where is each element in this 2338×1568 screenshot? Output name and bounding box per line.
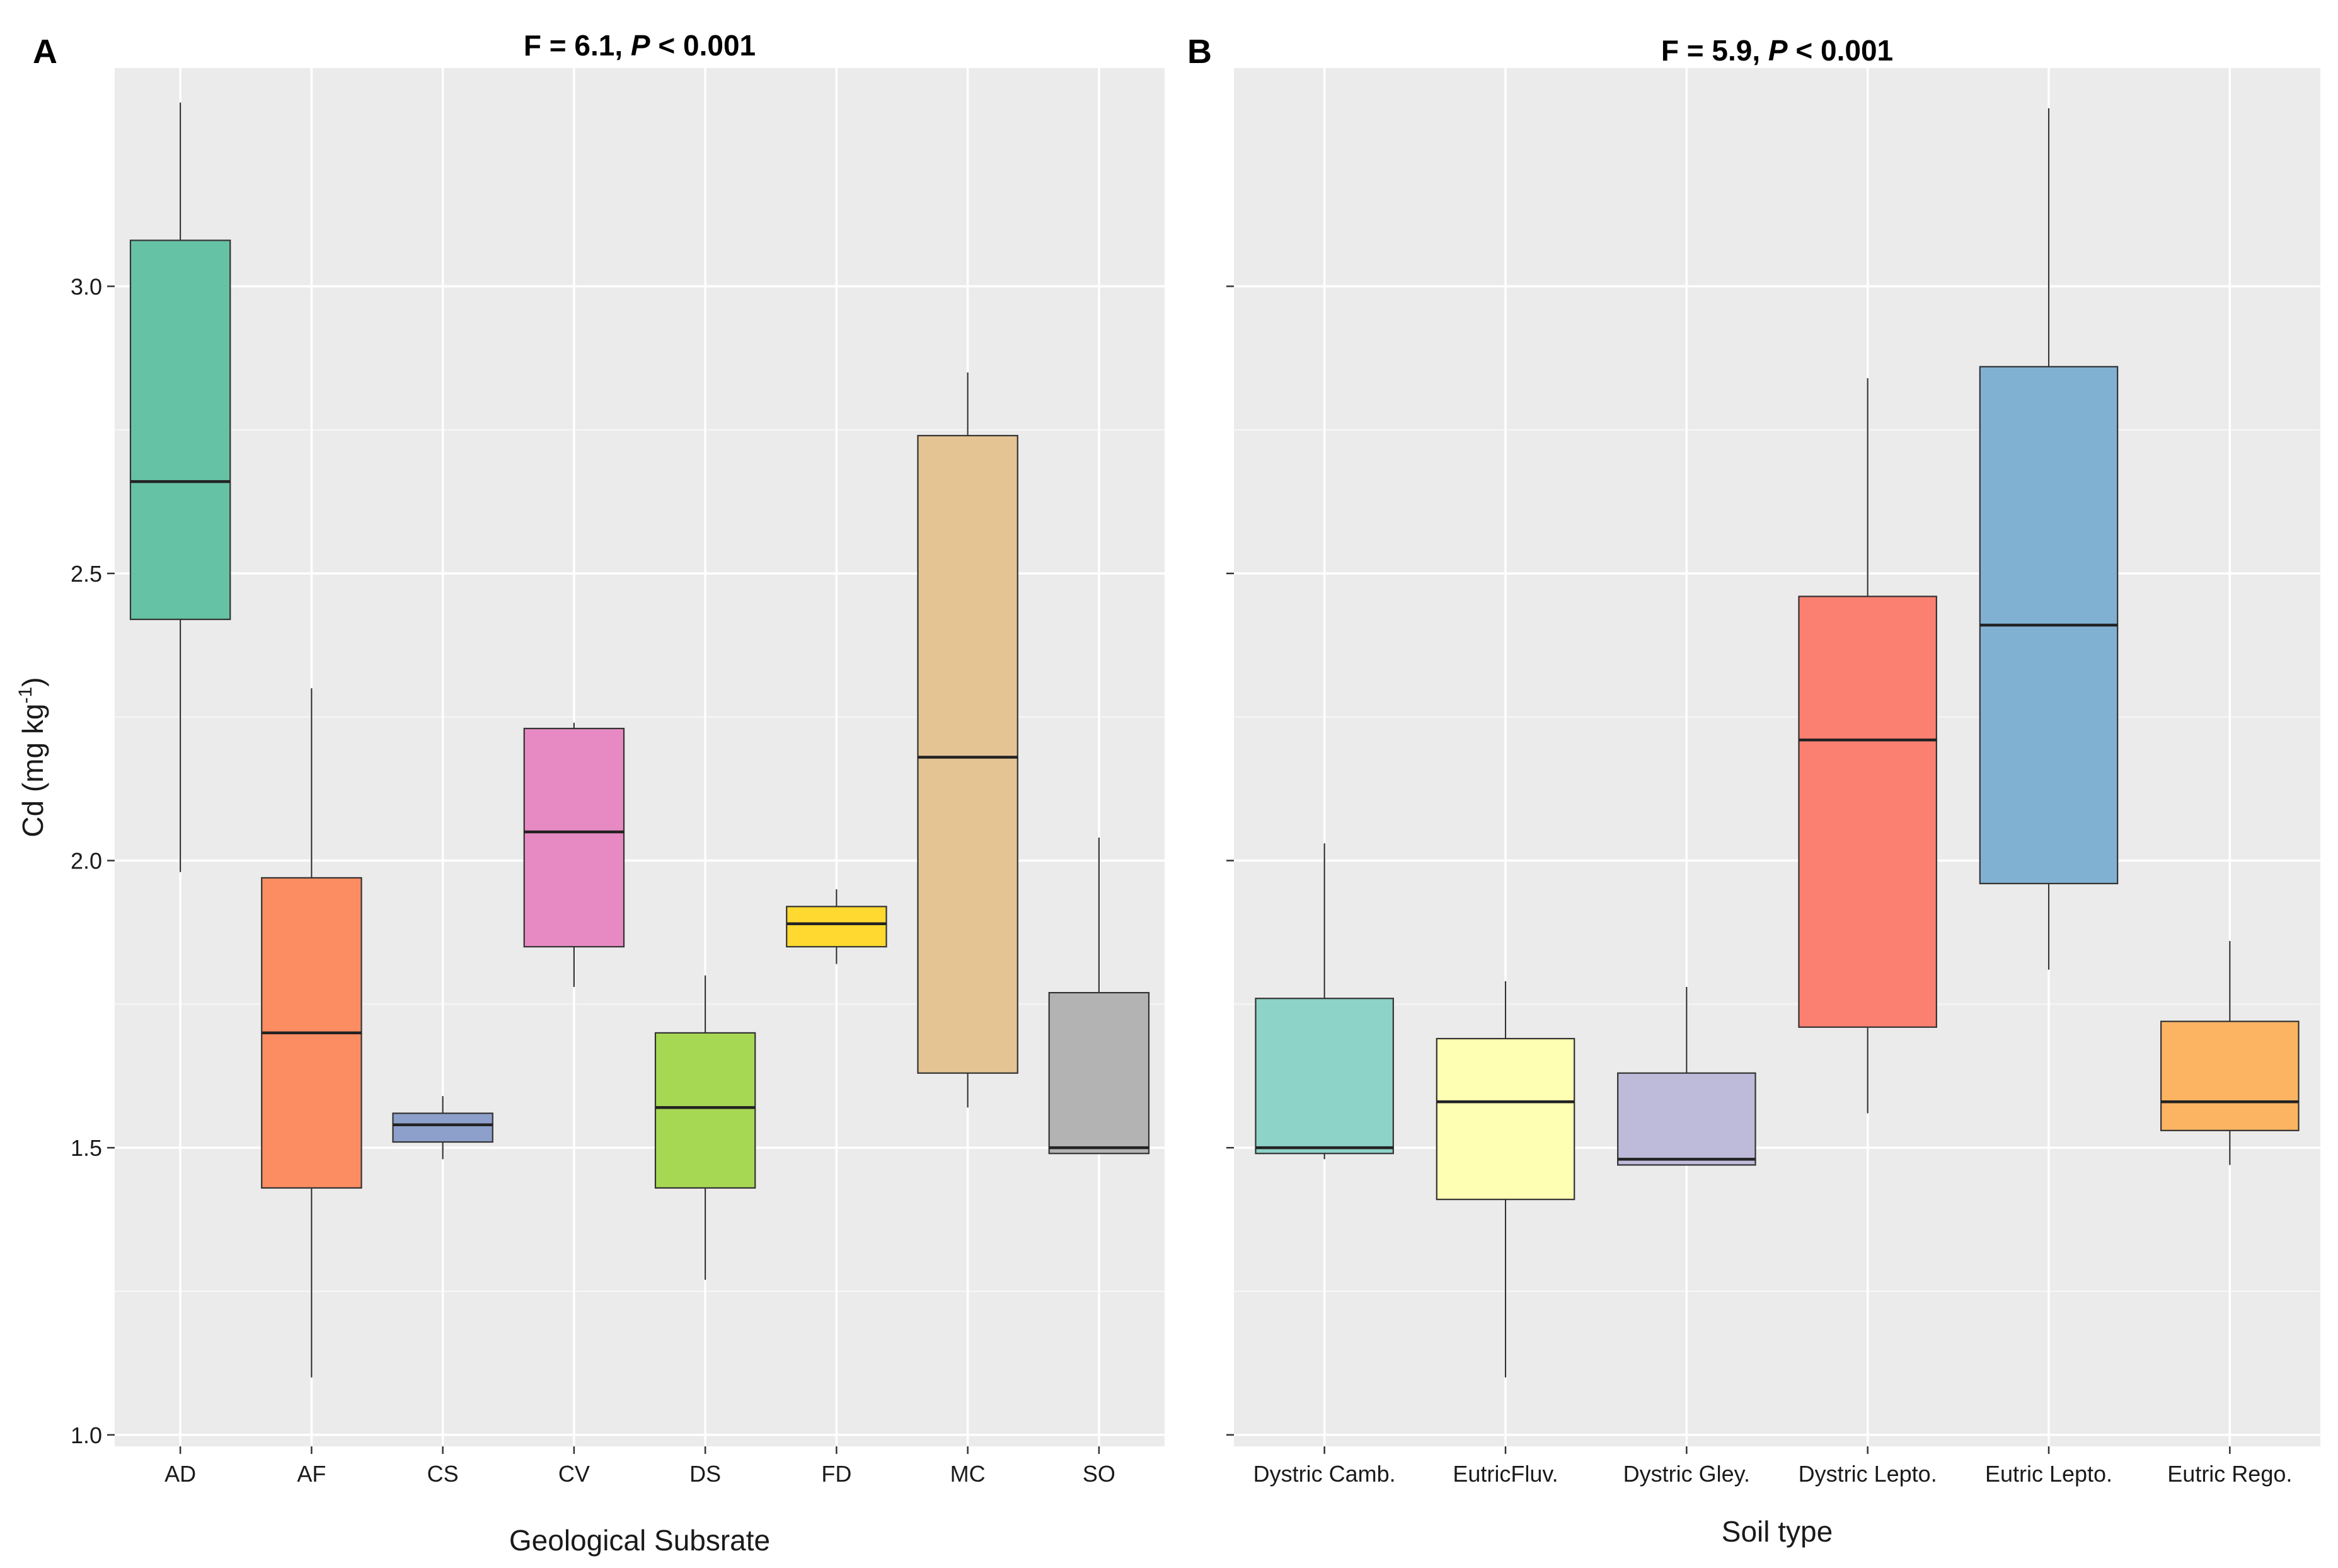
x-tick-label: Eutric Lepto. [1985, 1461, 2112, 1487]
panel-letter: B [1187, 33, 1212, 71]
x-tick-label: Dystric Lepto. [1799, 1461, 1937, 1487]
x-axis-title: Geological Subsrate [509, 1524, 770, 1557]
x-tick-label: EutricFluv. [1453, 1461, 1558, 1487]
title-prefix: F = 6.1, [524, 29, 631, 62]
box [523, 727, 625, 948]
x-tick-label: FD [821, 1461, 851, 1487]
title-p-italic: P [1768, 34, 1788, 67]
title-suffix: < 0.001 [650, 29, 756, 62]
plot-title: F = 6.1, P < 0.001 [524, 29, 756, 62]
x-axis-title: Soil type [1722, 1515, 1833, 1548]
x-tick-label: MC [950, 1461, 986, 1487]
y-tick-label: 2.5 [71, 561, 102, 587]
box [1048, 992, 1150, 1155]
title-prefix: F = 5.9, [1661, 34, 1768, 67]
box [1436, 1037, 1575, 1201]
y-tick-label: 3.0 [71, 274, 102, 299]
box [917, 435, 1018, 1074]
panel-letter: A [33, 33, 57, 71]
x-tick-label: AF [297, 1461, 326, 1487]
box [1617, 1072, 1756, 1166]
x-tick-label: CV [558, 1461, 590, 1487]
y-title-sup: -1 [15, 687, 36, 704]
panel-b: Dystric Camb. EutricFluv. Dystric Gley. Dys… [1187, 33, 2320, 1548]
x-tick-label: DS [689, 1461, 721, 1487]
y-tick-label: 1.5 [71, 1135, 102, 1161]
box [129, 239, 231, 620]
box [786, 906, 887, 948]
x-tick-label: Dystric Camb. [1253, 1461, 1396, 1487]
x-tick-label: CS [427, 1461, 459, 1487]
plot-title: F = 5.9, P < 0.001 [1661, 34, 1893, 67]
x-tick-label: SO [1083, 1461, 1115, 1487]
y-tick-label: 1.0 [71, 1422, 102, 1448]
x-tick-label: Eutric Rego. [2167, 1461, 2292, 1487]
box [1798, 596, 1937, 1028]
box [2160, 1020, 2300, 1131]
plot-background [1234, 68, 2320, 1446]
y-tick-label: 2.0 [71, 848, 102, 874]
box [392, 1112, 493, 1143]
x-tick-label: Dystric Gley. [1623, 1461, 1750, 1487]
x-tick-label: AD [164, 1461, 196, 1487]
y-axis-title: Cd (mg kg-1) [15, 677, 49, 837]
title-p-italic: P [631, 29, 650, 62]
title-suffix: < 0.001 [1788, 34, 1894, 67]
panel-a: 1.0 1.5 2.0 2.5 3.0 AD AF CS CV DS FD MC SO A F = 6.1,… [15, 29, 1165, 1557]
box [1255, 998, 1394, 1155]
y-title-end: ) [16, 677, 49, 686]
y-title-main: Cd (mg kg [16, 703, 49, 837]
box [654, 1032, 756, 1189]
